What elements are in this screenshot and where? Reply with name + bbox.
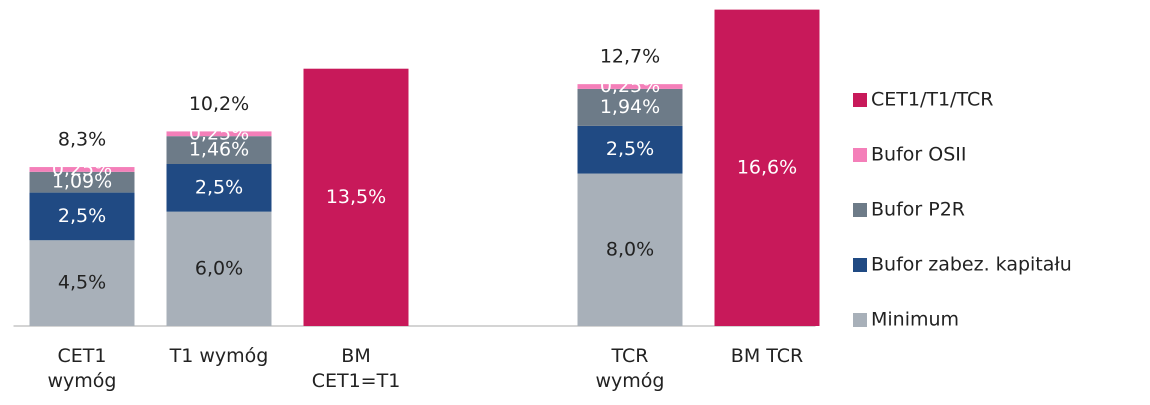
legend-swatch bbox=[853, 203, 867, 217]
value-label: 16,6% bbox=[737, 156, 797, 178]
bar-segment bbox=[166, 211, 272, 326]
value-label: 8,0% bbox=[606, 238, 654, 260]
x-tick-label: CET1 wymóg bbox=[48, 345, 117, 392]
total-label: 12,7% bbox=[600, 46, 660, 68]
bar-segment bbox=[166, 131, 272, 137]
legend-label: CET1/T1/TCR bbox=[871, 89, 993, 111]
legend-swatch bbox=[853, 148, 867, 162]
value-label: 6,0% bbox=[195, 257, 243, 279]
x-tick-line: wymóg bbox=[596, 370, 665, 392]
legend-label: Bufor zabez. kapitału bbox=[871, 254, 1072, 276]
x-tick-label: BM TCR bbox=[731, 345, 803, 367]
x-tick-line: wymóg bbox=[48, 370, 117, 392]
value-label: 0,25% bbox=[189, 122, 249, 144]
bar-segment bbox=[577, 84, 683, 89]
value-label: 0,25% bbox=[600, 75, 660, 97]
x-tick-line: CET1=T1 bbox=[312, 370, 401, 392]
x-tick-label: TCR wymóg bbox=[596, 345, 665, 392]
value-label: 4,5% bbox=[58, 272, 106, 294]
bar-segment bbox=[29, 192, 135, 241]
legend-label: Bufor P2R bbox=[871, 199, 965, 221]
value-label: 0,25% bbox=[52, 158, 112, 180]
x-tick-line: CET1 bbox=[58, 345, 107, 367]
value-label: 13,5% bbox=[326, 186, 386, 208]
bar-segment bbox=[577, 88, 683, 126]
bar-segment bbox=[166, 164, 272, 212]
legend-swatch bbox=[853, 313, 867, 327]
bar-segment bbox=[714, 9, 820, 326]
x-tick-line: BM bbox=[341, 345, 370, 367]
value-label: 1,09% bbox=[52, 171, 112, 193]
x-tick-line: TCR bbox=[611, 345, 649, 367]
x-tick-label: T1 wymóg bbox=[169, 345, 269, 367]
bar-segment bbox=[29, 171, 135, 193]
value-label: 2,5% bbox=[195, 176, 243, 198]
legend-label: Minimum bbox=[871, 309, 959, 331]
total-label: 8,3% bbox=[58, 129, 106, 151]
value-label: 2,5% bbox=[58, 205, 106, 227]
x-tick-line: T1 wymóg bbox=[169, 345, 269, 367]
bar-segment bbox=[29, 167, 135, 172]
legend-swatch bbox=[853, 93, 867, 107]
bar-segment bbox=[577, 173, 683, 326]
bar-segment bbox=[303, 68, 409, 327]
value-label: 1,94% bbox=[600, 96, 660, 118]
x-tick-label: BM CET1=T1 bbox=[312, 345, 401, 392]
total-label: 10,2% bbox=[189, 93, 249, 115]
bar-segment bbox=[29, 240, 135, 326]
bar-segment bbox=[577, 125, 683, 174]
value-label: 1,46% bbox=[189, 139, 249, 161]
legend-label: Bufor OSII bbox=[871, 144, 966, 166]
value-label: 2,5% bbox=[606, 138, 654, 160]
bar-segment bbox=[166, 136, 272, 164]
legend-swatch bbox=[853, 258, 867, 272]
x-tick-line: BM TCR bbox=[731, 345, 803, 367]
